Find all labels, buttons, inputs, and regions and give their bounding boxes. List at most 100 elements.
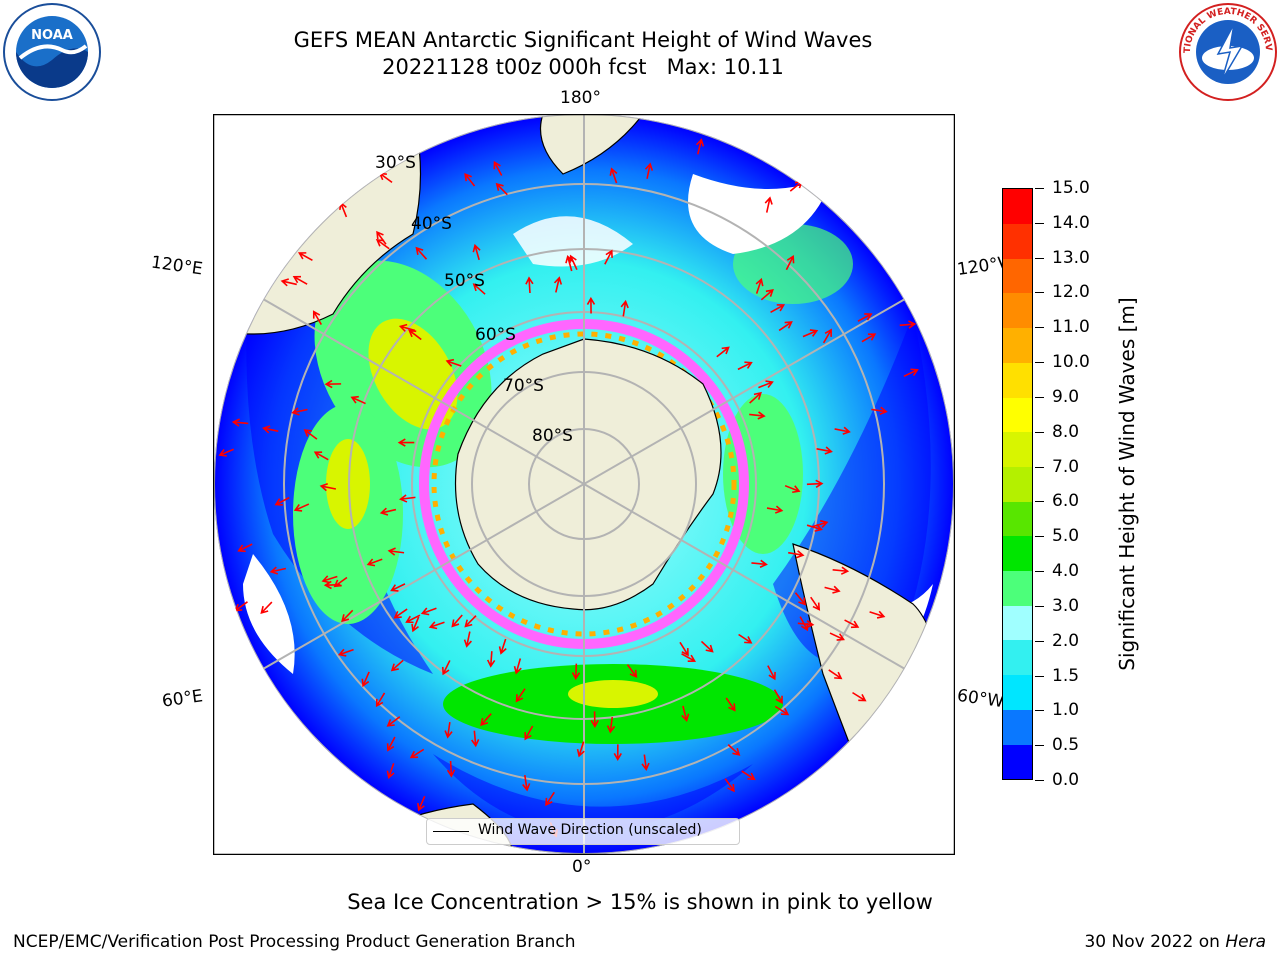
colorbar-tick-label: 0.0 — [1052, 770, 1080, 790]
colorbar-tick-label: 4.0 — [1052, 561, 1080, 582]
chart-subtitle: 20221128 t00z 000h fcst Max: 10.11 — [382, 55, 784, 79]
map-panel[interactable]: 30°S 40°S 50°S 60°S 70°S 80°S — [213, 114, 955, 855]
colorbar-segment — [1003, 570, 1032, 606]
colorbar-segment — [1003, 189, 1032, 224]
wave-patch-south — [433, 754, 753, 834]
wave-direction-arrow — [770, 304, 786, 314]
wave-direction-arrow — [495, 182, 508, 196]
wave-direction-arrow — [524, 725, 534, 741]
wave-direction-arrow — [297, 252, 313, 262]
lat-labels: 30°S 40°S 50°S 60°S 70°S 80°S — [375, 153, 573, 446]
wave-direction-arrow — [644, 162, 654, 179]
wave-direction-arrow — [737, 361, 753, 371]
no-wave-4 — [513, 216, 633, 267]
wave-direction-arrow — [411, 616, 420, 633]
noaa-logo: NOAA — [3, 3, 101, 101]
wave-direction-arrow — [337, 648, 354, 657]
colorbar-tick-label: 5.0 — [1052, 526, 1080, 547]
wave-direction-arrow — [513, 658, 522, 675]
wave-direction-arrow — [844, 619, 860, 629]
wave-direction-arrow — [773, 689, 783, 705]
wave-direction-arrow — [899, 320, 917, 329]
legend-line-sample — [433, 831, 469, 832]
wave-direction-arrow — [871, 406, 888, 415]
wave-direction-arrow — [472, 243, 481, 261]
wave-direction-arrow — [515, 688, 526, 703]
colorbar-tick-label: 1.0 — [1052, 700, 1080, 721]
wave-direction-arrow — [604, 249, 613, 265]
wave-direction-arrow — [641, 754, 650, 772]
wave-direction-arrow — [350, 395, 366, 405]
colorbar-segment — [1003, 674, 1032, 710]
wave-direction-arrow — [376, 230, 387, 245]
wave-patch-yellow-1 — [368, 318, 458, 430]
wave-direction-arrow — [280, 278, 297, 287]
colorbar-tick — [1035, 605, 1044, 607]
chart-title: GEFS MEAN Antarctic Significant Height o… — [293, 28, 873, 52]
lat-label-80s: 80°S — [532, 426, 573, 446]
lon-label-60w: 60°W — [955, 685, 1006, 713]
wave-direction-arrow — [749, 411, 766, 420]
wave-direction-arrow — [828, 669, 843, 680]
wave-direction-arrow — [408, 329, 422, 341]
noaa-logo-text: NOAA — [31, 28, 73, 43]
wave-direction-arrow — [822, 328, 832, 344]
wave-direction-arrow — [812, 519, 829, 528]
colorbar-tick-label: 7.0 — [1052, 456, 1080, 477]
wave-direction-arrow — [784, 484, 801, 494]
wave-direction-arrow — [341, 609, 354, 623]
wave-direction-arrow — [716, 346, 730, 358]
colorbar-tick — [1035, 501, 1044, 503]
colorbar-segment — [1003, 536, 1032, 572]
wave-direction-arrow — [415, 246, 428, 260]
lat-label-30s: 30°S — [375, 153, 416, 173]
wave-direction-arrow — [313, 451, 329, 461]
wave-direction-arrow — [799, 616, 809, 632]
wave-direction-arrow — [700, 640, 714, 653]
wave-direction-arrow — [269, 566, 287, 575]
wave-direction-arrow — [576, 741, 585, 758]
colorbar-segment — [1003, 501, 1032, 537]
wave-direction-arrow — [397, 438, 415, 447]
wave-direction-arrow — [446, 760, 456, 778]
colorbar-segment — [1003, 327, 1032, 363]
wave-direction-arrow — [778, 321, 793, 332]
wave-direction-arrow — [681, 653, 697, 663]
colorbar-segment — [1003, 293, 1032, 329]
nws-logo: NATIONAL WEATHER SERVICE — [1178, 2, 1277, 101]
colorbar-tick-label: 2.0 — [1052, 630, 1080, 651]
colorbar-tick — [1035, 431, 1044, 433]
wave-direction-arrow — [262, 425, 279, 434]
wave-direction-arrow — [760, 288, 774, 301]
wave-direction-arrow — [303, 429, 318, 440]
map-field — [214, 114, 954, 854]
wave-direction-arrow — [834, 426, 851, 435]
wave-direction-arrow — [816, 446, 833, 455]
wave-direction-arrow — [522, 774, 531, 792]
colorbar-tick — [1035, 188, 1044, 189]
wave-direction-arrow — [324, 379, 342, 389]
wave-direction-arrow — [480, 713, 492, 727]
date-text: 30 Nov 2022 on — [1084, 932, 1226, 952]
colorbar-tick-label: 14.0 — [1052, 212, 1090, 233]
wind-wave-arrows — [218, 138, 919, 838]
wave-direction-arrow — [824, 585, 841, 594]
wave-direction-arrow — [869, 610, 886, 619]
wave-direction-arrow — [758, 380, 774, 389]
wave-direction-arrow — [393, 608, 408, 619]
wave-direction-arrow — [620, 299, 629, 317]
colorbar-segment — [1003, 640, 1032, 676]
wave-direction-arrow — [398, 494, 416, 503]
wave-direction-arrow — [361, 671, 370, 688]
sea-ice-note: Sea Ice Concentration > 15% is shown in … — [347, 890, 933, 914]
no-wave-3 — [243, 554, 295, 674]
wave-direction-arrow — [386, 763, 395, 780]
colorbar-tick — [1035, 292, 1044, 294]
colorbar-segment — [1003, 605, 1032, 641]
colorbar-tick — [1035, 571, 1044, 573]
colorbar-tick — [1035, 327, 1044, 329]
wave-direction-arrow — [832, 566, 850, 575]
wave-direction-arrow — [751, 559, 768, 569]
wave-direction-arrow — [609, 167, 618, 184]
wave-direction-arrow — [464, 615, 477, 628]
